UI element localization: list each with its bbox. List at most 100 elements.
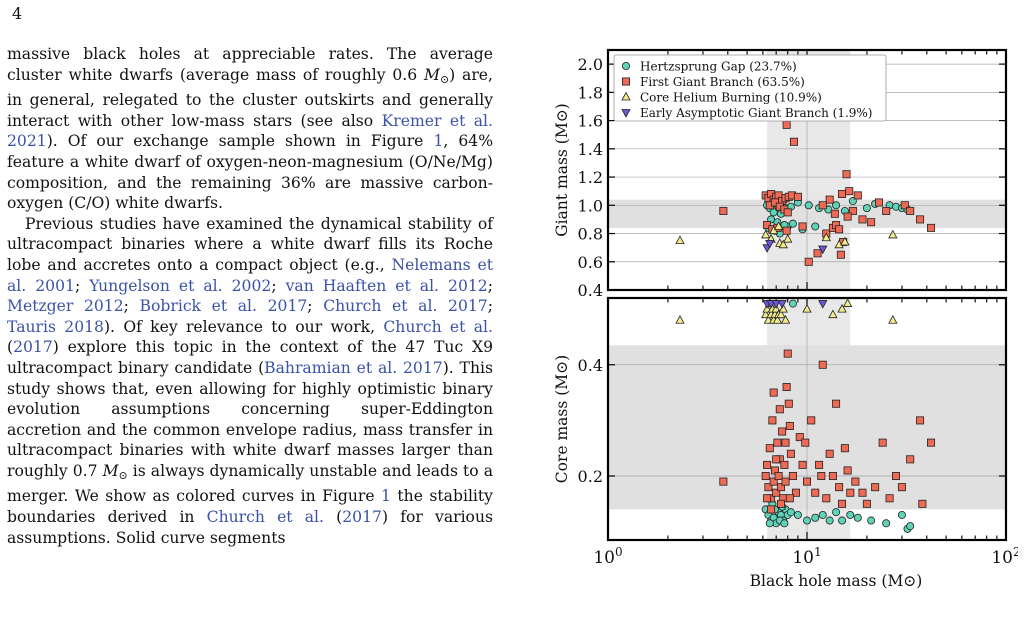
- data-point-fgb: [878, 438, 887, 447]
- citation-link[interactable]: van Haaften et al. 2012: [285, 276, 488, 295]
- legend-marker-eagb: [621, 109, 631, 118]
- plot-frame: [606, 48, 1008, 292]
- citation-link[interactable]: Church et al.: [206, 508, 324, 527]
- data-point-fgb: [793, 192, 802, 201]
- y-tick-label: 1.2: [578, 168, 603, 187]
- data-point-fgb: [897, 483, 906, 492]
- citation-link[interactable]: Metzger 2012: [7, 297, 124, 316]
- citation-link[interactable]: Nelemans et al. 2001: [7, 255, 493, 295]
- data-point-fgb: [815, 460, 824, 469]
- data-point-fgb: [785, 421, 794, 430]
- data-point-fgb: [761, 472, 770, 481]
- data-point-fgb: [846, 488, 855, 497]
- citation-link[interactable]: Church et al.: [383, 317, 493, 336]
- citation-link[interactable]: Church et al. 2017: [323, 297, 488, 316]
- data-point-fgb: [773, 438, 782, 447]
- legend-marker-fgb: [622, 77, 631, 86]
- text-column: massive black holes at appreciable rates…: [7, 44, 493, 548]
- y-tick-label: 0.4: [578, 281, 603, 300]
- data-point-fgb: [832, 399, 841, 408]
- data-point-chb: [675, 315, 685, 324]
- y-tick-label: 1.6: [578, 112, 603, 131]
- data-point-fgb: [851, 477, 860, 486]
- data-point-fgb: [825, 449, 834, 458]
- citation-link[interactable]: Tauris 2018: [7, 317, 104, 336]
- data-point-fgb: [858, 488, 867, 497]
- data-point-fgb: [774, 472, 783, 481]
- data-point-fgb: [767, 505, 776, 514]
- data-point-fgb: [768, 416, 777, 425]
- text-run: ) are, in general, relegated to the clus…: [7, 65, 493, 130]
- data-point-fgb: [769, 388, 778, 397]
- data-point-hg: [853, 513, 862, 522]
- data-point-fgb: [781, 477, 790, 486]
- data-point-hg: [802, 516, 811, 525]
- data-point-hg: [765, 519, 774, 528]
- data-point-fgb: [788, 472, 797, 481]
- data-point-hg: [846, 510, 855, 519]
- data-point-fgb: [807, 416, 816, 425]
- paragraph-2: Previous studies have examined the dynam…: [7, 214, 493, 549]
- text-run: ;: [307, 297, 324, 316]
- data-point-hg: [897, 510, 906, 519]
- data-point-fgb: [784, 399, 793, 408]
- citation-link[interactable]: 2017: [13, 338, 53, 357]
- data-point-chb: [776, 309, 786, 319]
- data-point-fgb: [840, 444, 849, 453]
- figure-1: 0.4 0.6 0.8 1.0 1.2 1.4 1.6 1.8 2.0 Giant mass (M…: [553, 48, 1018, 590]
- data-point-fgb: [916, 416, 925, 425]
- y-tick-label: 1.8: [578, 83, 603, 102]
- data-point-fgb: [906, 455, 915, 464]
- data-point-fgb: [882, 206, 891, 215]
- data-point-chb: [675, 235, 685, 244]
- data-point-fgb: [843, 466, 852, 475]
- data-point-hg: [825, 516, 834, 525]
- text-run: massive black holes at appreciable rates…: [7, 45, 493, 84]
- data-point-chb: [761, 229, 771, 239]
- data-point-fgb: [838, 189, 847, 198]
- citation-link[interactable]: 1: [381, 487, 391, 506]
- text-run: ). This study shows that, even allowing …: [7, 358, 493, 480]
- citation-link[interactable]: 2017: [342, 508, 382, 527]
- text-run: ). Of our exchange sample shown in Figur…: [46, 132, 434, 151]
- math-symbol: M: [102, 461, 119, 480]
- citation-link[interactable]: 1: [433, 132, 444, 151]
- data-point-fgb: [867, 218, 876, 227]
- data-point-chb: [842, 298, 853, 307]
- data-point-fgb: [765, 444, 774, 453]
- citation-link[interactable]: Bahramian et al. 2017: [264, 358, 443, 377]
- data-point-fgb: [776, 499, 785, 508]
- data-point-hg: [838, 516, 847, 525]
- data-point-fgb: [927, 438, 936, 447]
- data-point-fgb: [782, 383, 791, 392]
- text-run: ;: [487, 276, 493, 295]
- data-point-fgb: [843, 212, 852, 221]
- data-point-fgb: [783, 349, 792, 358]
- data-point-fgb: [804, 257, 813, 266]
- data-point-fgb: [798, 460, 807, 469]
- data-point-hg: [788, 219, 797, 228]
- paragraph-1: massive black holes at appreciable rates…: [7, 44, 493, 214]
- data-point-hg: [811, 513, 820, 522]
- citation-link[interactable]: Yungelson et al. 2002: [89, 276, 272, 295]
- data-point-hg: [793, 510, 802, 519]
- citation-link[interactable]: Bobrick et al. 2017: [139, 297, 308, 316]
- data-point-fgb: [795, 433, 804, 442]
- data-point-fgb: [853, 191, 862, 200]
- x-tick-label: 101: [792, 545, 821, 568]
- data-point-fgb: [811, 488, 820, 497]
- data-point-eagb: [777, 300, 787, 309]
- data-point-fgb: [783, 208, 792, 217]
- data-point-hg: [804, 201, 813, 210]
- data-point-chb: [778, 239, 788, 249]
- data-point-eagb: [818, 245, 828, 255]
- y-tick-label: 0.8: [578, 225, 603, 244]
- data-point-fgb: [798, 222, 807, 231]
- data-point-fgb: [845, 187, 854, 196]
- citation-link[interactable]: Kremer et al. 2021: [7, 111, 493, 151]
- y-tick-label: 1.0: [578, 196, 603, 215]
- data-point-hg: [786, 508, 795, 517]
- data-point-fgb: [802, 477, 811, 486]
- data-point-fgb: [719, 206, 728, 215]
- data-point-fgb: [764, 483, 773, 492]
